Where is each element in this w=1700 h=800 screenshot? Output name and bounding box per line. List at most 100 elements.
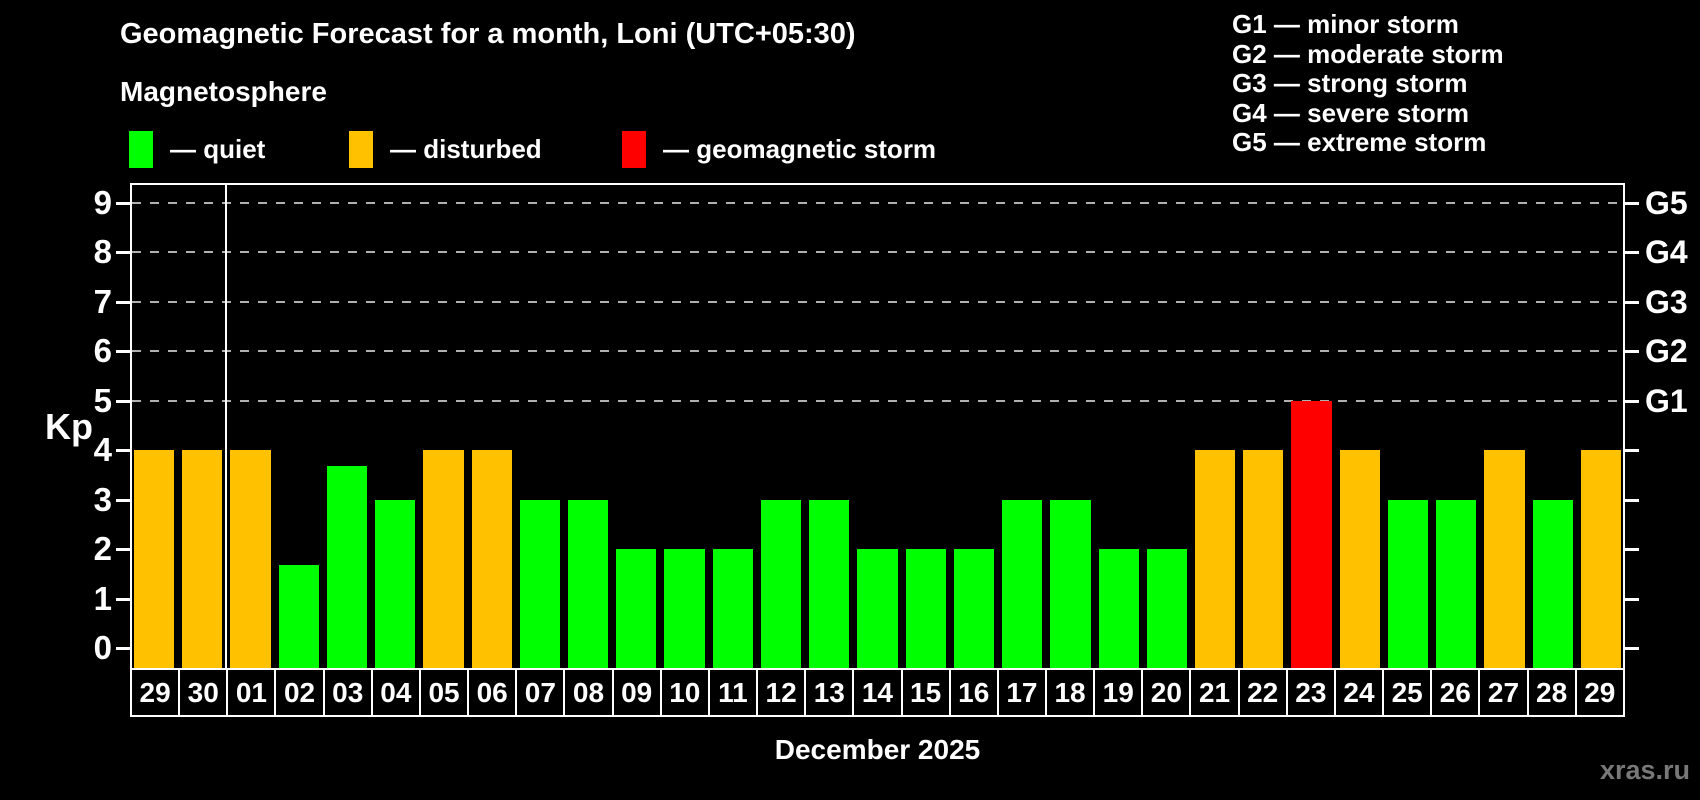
x-axis-title: December 2025: [774, 734, 981, 765]
day-label: 13: [806, 670, 855, 715]
gridline: [132, 201, 1623, 204]
day-label: 29: [1584, 676, 1616, 708]
legend-item-disturbed: — disturbed: [349, 130, 542, 168]
legend-item-storm: — geomagnetic storm: [622, 130, 936, 168]
day-label: 09: [614, 670, 662, 715]
kp-bar: [760, 499, 802, 668]
kp-bar: [1532, 499, 1573, 668]
legend-label-storm: — geomagnetic storm: [663, 133, 937, 164]
g-scale-axis-label: G3: [1645, 283, 1688, 320]
kp-bar: [471, 450, 512, 668]
day-label: 20: [1143, 670, 1192, 715]
kp-bar: [712, 549, 753, 668]
y-axis-tick-left: [116, 350, 130, 353]
y-axis-tick-left: [116, 548, 130, 551]
storm-color-swatch: [622, 130, 646, 168]
kp-bar: [1194, 450, 1236, 668]
kp-bar: [134, 450, 175, 668]
day-label: 14: [854, 670, 903, 715]
g-scale-legend-line: G4 — severe storm: [1232, 97, 1470, 128]
plot-area-frame: [130, 183, 1625, 668]
y-axis-tick-left: [116, 201, 130, 205]
day-label: 04: [373, 670, 421, 715]
day-label: 12: [758, 670, 807, 715]
day-label: 11: [710, 670, 759, 715]
g-scale-axis-label: G5: [1645, 184, 1688, 221]
kp-bar: [953, 549, 995, 668]
gridline: [132, 350, 1623, 352]
day-label: 19: [1095, 670, 1144, 715]
disturbed-color-swatch: [349, 130, 373, 168]
chart-subtitle: Magnetosphere: [120, 76, 327, 107]
y-axis-tick-right: [1625, 449, 1639, 452]
y-tick-label: 0: [93, 629, 112, 666]
legend-item-quiet: — quiet: [129, 130, 265, 168]
day-label: 23: [1288, 670, 1336, 715]
g-scale-legend-line: G1 — minor storm: [1232, 9, 1459, 39]
day-label: 08: [565, 670, 614, 715]
y-axis-tick-right: [1625, 647, 1639, 650]
y-axis-tick-right: [1625, 300, 1639, 304]
day-label: 29: [132, 670, 181, 715]
g-scale-axis-label: G1: [1645, 382, 1688, 419]
y-axis-title: Kp: [45, 406, 93, 447]
kp-bar: [375, 499, 416, 668]
page-title: Geomagnetic Forecast for a month, Loni (…: [120, 18, 856, 50]
gridline: [132, 251, 1623, 253]
day-label: 06: [469, 670, 518, 715]
kp-bar: [1002, 499, 1043, 668]
y-axis-tick-left: [116, 647, 130, 650]
day-label: 18: [1047, 670, 1096, 715]
kp-bar: [664, 549, 705, 668]
g-scale-legend-line: G2 — moderate storm: [1232, 38, 1504, 69]
kp-bar: [1098, 549, 1139, 668]
y-axis-tick-right: [1625, 251, 1639, 254]
y-tick-label: 6: [93, 332, 112, 369]
kp-bar: [278, 565, 319, 668]
y-tick-label: 3: [93, 480, 112, 518]
kp-bar: [616, 549, 657, 668]
y-axis-tick-left: [116, 399, 130, 403]
g-scale-axis-label: G2: [1645, 333, 1688, 369]
y-axis-tick-left: [116, 498, 130, 502]
day-label: 21: [1191, 670, 1240, 715]
y-axis-tick-left: [116, 449, 130, 452]
kp-bar: [1291, 400, 1332, 668]
kp-bar: [568, 499, 609, 668]
kp-bar: [519, 499, 561, 668]
day-label: 22: [1240, 670, 1288, 715]
y-tick-label: 5: [93, 381, 112, 419]
kp-bar: [423, 450, 464, 668]
y-axis-tick-left: [116, 300, 130, 304]
day-label: 05: [421, 670, 470, 715]
y-tick-label: 8: [93, 233, 112, 270]
g-scale-axis-label: G4: [1645, 234, 1688, 270]
kp-bar: [230, 450, 271, 668]
day-label: 03: [325, 670, 373, 715]
y-axis-tick-right: [1625, 399, 1639, 403]
y-axis-tick-right: [1625, 498, 1639, 502]
y-tick-label: 2: [93, 530, 112, 567]
kp-bar: [1580, 450, 1621, 668]
quiet-color-swatch: [129, 130, 153, 168]
day-label: 10: [662, 670, 710, 715]
legend-label-disturbed: — disturbed: [390, 133, 542, 164]
day-label: 27: [1480, 670, 1529, 715]
day-label: 02: [276, 670, 325, 715]
y-axis-tick-right: [1625, 350, 1639, 353]
gridline: [132, 399, 1623, 402]
kp-bar: [1339, 450, 1380, 668]
y-tick-label: 1: [93, 579, 112, 617]
y-tick-label: 9: [93, 183, 112, 221]
g-scale-legend-line: G3 — strong storm: [1232, 68, 1468, 99]
legend-label-quiet: — quiet: [170, 133, 266, 164]
day-label: 25: [1384, 670, 1433, 715]
kp-bar: [1243, 450, 1284, 668]
y-axis-tick-left: [116, 597, 130, 601]
g-scale-legend-line: G5 — extreme storm: [1232, 127, 1487, 158]
kp-bar: [809, 499, 850, 668]
y-tick-label: 7: [93, 282, 112, 320]
gridline: [132, 300, 1623, 303]
day-label: 15: [903, 670, 951, 715]
